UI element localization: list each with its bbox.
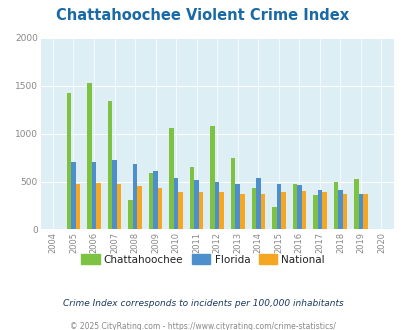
Bar	[239, 194, 244, 229]
Bar	[317, 190, 321, 229]
Bar	[230, 157, 235, 229]
Text: © 2025 CityRating.com - https://www.cityrating.com/crime-statistics/: © 2025 CityRating.com - https://www.city…	[70, 322, 335, 330]
Legend: Chattahoochee, Florida, National: Chattahoochee, Florida, National	[77, 250, 328, 269]
Bar	[256, 178, 260, 229]
Bar	[153, 171, 158, 229]
Bar	[333, 182, 337, 229]
Bar	[190, 167, 194, 229]
Bar	[149, 173, 153, 229]
Bar	[173, 178, 178, 229]
Bar	[210, 126, 214, 229]
Bar	[358, 194, 362, 229]
Bar	[178, 192, 183, 229]
Bar	[342, 194, 346, 229]
Bar	[128, 200, 132, 229]
Bar	[219, 192, 224, 229]
Text: Crime Index corresponds to incidents per 100,000 inhabitants: Crime Index corresponds to incidents per…	[62, 299, 343, 308]
Bar	[112, 160, 117, 229]
Bar	[353, 179, 358, 229]
Bar	[301, 191, 305, 229]
Bar	[92, 162, 96, 229]
Text: Chattahoochee Violent Crime Index: Chattahoochee Violent Crime Index	[56, 8, 349, 23]
Bar	[198, 192, 203, 229]
Bar	[107, 101, 112, 229]
Bar	[71, 162, 75, 229]
Bar	[312, 195, 317, 229]
Bar	[260, 194, 264, 229]
Bar	[137, 186, 141, 229]
Bar	[87, 83, 92, 229]
Bar	[292, 184, 296, 229]
Bar	[337, 190, 342, 229]
Bar	[271, 207, 276, 229]
Bar	[214, 182, 219, 229]
Bar	[362, 194, 367, 229]
Bar	[251, 188, 256, 229]
Bar	[194, 180, 198, 229]
Bar	[66, 93, 71, 229]
Bar	[296, 185, 301, 229]
Bar	[280, 192, 285, 229]
Bar	[276, 184, 280, 229]
Bar	[132, 164, 137, 229]
Bar	[75, 184, 80, 229]
Bar	[321, 192, 326, 229]
Bar	[169, 128, 173, 229]
Bar	[96, 183, 100, 229]
Bar	[117, 184, 121, 229]
Bar	[158, 188, 162, 229]
Bar	[235, 184, 239, 229]
